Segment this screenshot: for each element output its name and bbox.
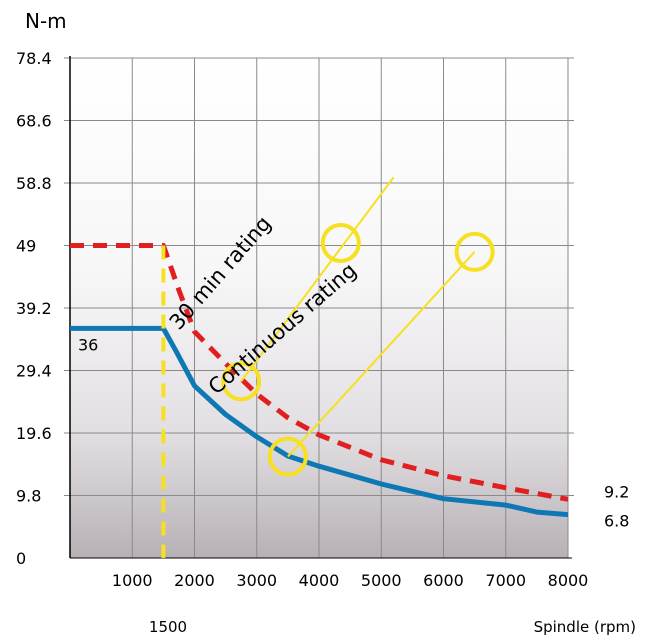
- x-tick-label: 6000: [423, 571, 464, 590]
- callout-circle: [454, 231, 495, 272]
- callout-circle: [221, 361, 262, 402]
- x-axis-title: Spindle (rpm): [534, 618, 636, 636]
- value-label-9-2: 9.2: [604, 482, 629, 501]
- callout-line-30min: [240, 176, 395, 382]
- y-tick-label: 9.8: [16, 487, 41, 506]
- y-tick-label: 0: [16, 549, 26, 568]
- x-tick-label: 3000: [236, 571, 277, 590]
- callout-circle: [267, 436, 308, 477]
- x-tick-label: 2000: [174, 571, 215, 590]
- value-label-36: 36: [78, 335, 98, 354]
- axis-tick-labels: 0 9.8 19.6 29.4 39.2 49 58.8 68.6 78.4 1000 2000 30…: [16, 49, 588, 590]
- rating-30min-line: [70, 243, 569, 502]
- y-tick-label: 39.2: [16, 299, 52, 318]
- y-tick-label: 49: [16, 237, 36, 256]
- callout-circle: [320, 222, 361, 263]
- x-tick-label: 5000: [361, 571, 402, 590]
- y-tick-label: 58.8: [16, 174, 52, 193]
- x-tick-label: 7000: [485, 571, 526, 590]
- y-axis-title: N-m: [25, 9, 67, 33]
- y-tick-label: 78.4: [16, 49, 52, 68]
- callout-line-continuous: [287, 251, 476, 458]
- x-tick-label: 8000: [548, 571, 589, 590]
- y-tick-label: 29.4: [16, 362, 52, 381]
- value-label-6-8: 6.8: [604, 512, 629, 531]
- grid-lines: [64, 56, 574, 559]
- y-tick-label: 19.6: [16, 424, 52, 443]
- y-tick-label: 68.6: [16, 112, 52, 131]
- marker-label-1500: 1500: [149, 618, 187, 636]
- x-tick-label: 1000: [112, 571, 153, 590]
- x-tick-label: 4000: [299, 571, 340, 590]
